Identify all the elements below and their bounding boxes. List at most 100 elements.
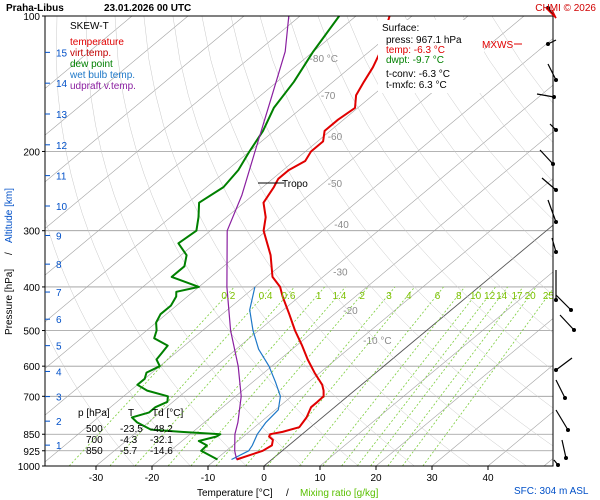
dry-adiabat [259,16,553,409]
table-header: T [128,408,134,419]
legend-title: SKEW-T [70,21,109,32]
series-group [130,16,391,461]
wind-barb-dot [563,396,567,400]
mixing-ratio-label: 4 [406,291,412,302]
table-header: p [hPa] [78,408,110,419]
wind-barb-dot [554,128,558,132]
surface-tmxfc: t-mxfc: 6.3 °C [386,80,447,91]
pressure-tick-label: 300 [23,227,40,238]
mixing-ratio-line [387,286,524,466]
surface-press: press: 967.1 hPa [386,35,462,46]
temp-tick-label: -20 [145,473,160,484]
altitude-tick-label: 8 [56,260,62,271]
wind-barb-max-flag [551,9,557,19]
series-line-temperature [236,16,391,461]
mixing-ratio-line [422,288,553,466]
dry-adiabat [172,16,471,466]
mixing-ratio-label: 14 [496,291,508,302]
table-cell: -48.2 [150,424,173,435]
altitude-tick-label: 4 [56,367,62,378]
mixing-ratio-label: 8 [456,291,462,302]
temp-tick-label: -10 [201,473,216,484]
wind-barb-dot [552,95,556,99]
mixing-ratio-line [341,286,482,466]
isotherm-label: -20 [343,306,358,317]
table-cell: -14.6 [150,446,173,457]
wind-barb-staff [536,93,555,98]
mixing-ratio-label: 12 [484,291,496,302]
pressure-tick-label: 100 [23,12,40,23]
series-line-wet-bulb-temp- [231,286,281,461]
pressure-tick-label: 400 [23,283,40,294]
series-line-dew-point [130,16,341,461]
series-line-udpraft-v-temp- [226,16,290,460]
dry-adiabat [404,16,553,220]
legend-item: dew point [70,59,113,70]
table-cell: 850 [86,446,103,457]
surface-tconv: t-conv: -6.3 °C [386,69,450,80]
isotherm--10 [207,178,553,466]
mixing-ratio-label: 3 [386,291,392,302]
wind-barb-dot [556,463,560,467]
wind-barb-dot [569,308,573,312]
mixing-ratio-label: 20 [525,291,537,302]
isotherm--80 [45,16,357,276]
temp-tick-label: 20 [370,473,382,484]
altitude-tick-label: 5 [56,342,62,353]
dry-adiabat [45,217,191,466]
pressure-tick-label: 500 [23,327,40,338]
wind-barb-dot [566,428,570,432]
copyright: CHMI © 2026 [535,3,596,14]
mixing-ratio-label: 0.6 [282,291,296,302]
mixing-ratio-label: 10 [470,291,482,302]
isotherm--90 [45,16,301,229]
table-cell: 700 [86,435,103,446]
isotherm-0 [263,224,553,466]
dry-adiabat [375,16,553,258]
wind-barb-dot [554,368,558,372]
temp-tick-label: 0 [261,473,267,484]
mixing-ratio-label: 6 [435,291,441,302]
mixing-ratio-label: 0.4 [259,291,273,302]
isotherm--70 [45,16,413,323]
pressure-tick-label: 1000 [18,462,41,473]
temp-tick-label: 30 [426,473,438,484]
wind-barb-staff [541,177,557,191]
mixing-ratio-line [370,286,508,466]
x-axis-title-mixing: Mixing ratio [g/kg] [300,488,379,499]
isotherm--40 [45,38,553,463]
isotherm--110 [45,16,189,136]
wind-barb-staff [555,357,573,371]
wind-barb-staff [555,379,566,399]
isotherm--20 [151,131,553,466]
mixing-ratio-line [190,286,346,466]
y-axis-title-altitude: Altitude [km] [4,188,15,243]
pressure-tick-label: 850 [23,430,40,441]
altitude-tick-label: 12 [56,141,68,152]
wind-barb-dot [546,42,550,46]
wind-barb-staff [547,199,557,223]
altitude-tick-label: 14 [56,79,68,90]
wind-barb-staff [555,294,572,311]
altitude-tick-label: 10 [56,202,68,213]
level-table: p [hPa] T Td [°C] 500 -23.5 -48.2 700 -4.3 -32.1… [78,408,183,457]
wind-barb-dot [554,298,558,302]
mixing-ratio-label: 25 [543,291,555,302]
y-axis-title: Pressure [hPa] [4,269,15,335]
dry-adiabat [288,16,553,371]
surface-temp: temp: -6.3 °C [386,45,445,56]
surface-title: Surface: [382,23,419,34]
legend-item: wet bulb temp. [69,70,135,81]
station-title: Praha-Libus [6,3,64,14]
y-axis-separator: / [4,252,15,255]
isotherm-label: -80 °C [310,54,338,65]
altitude-tick-label: 7 [56,288,62,299]
mixing-ratio-label: 17 [512,291,524,302]
surface-dwpt: dwpt: -9.7 °C [386,55,444,66]
altitude-tick-label: 13 [56,110,68,121]
temp-tick-label: 10 [314,473,326,484]
isotherm-label: -60 [328,132,343,143]
